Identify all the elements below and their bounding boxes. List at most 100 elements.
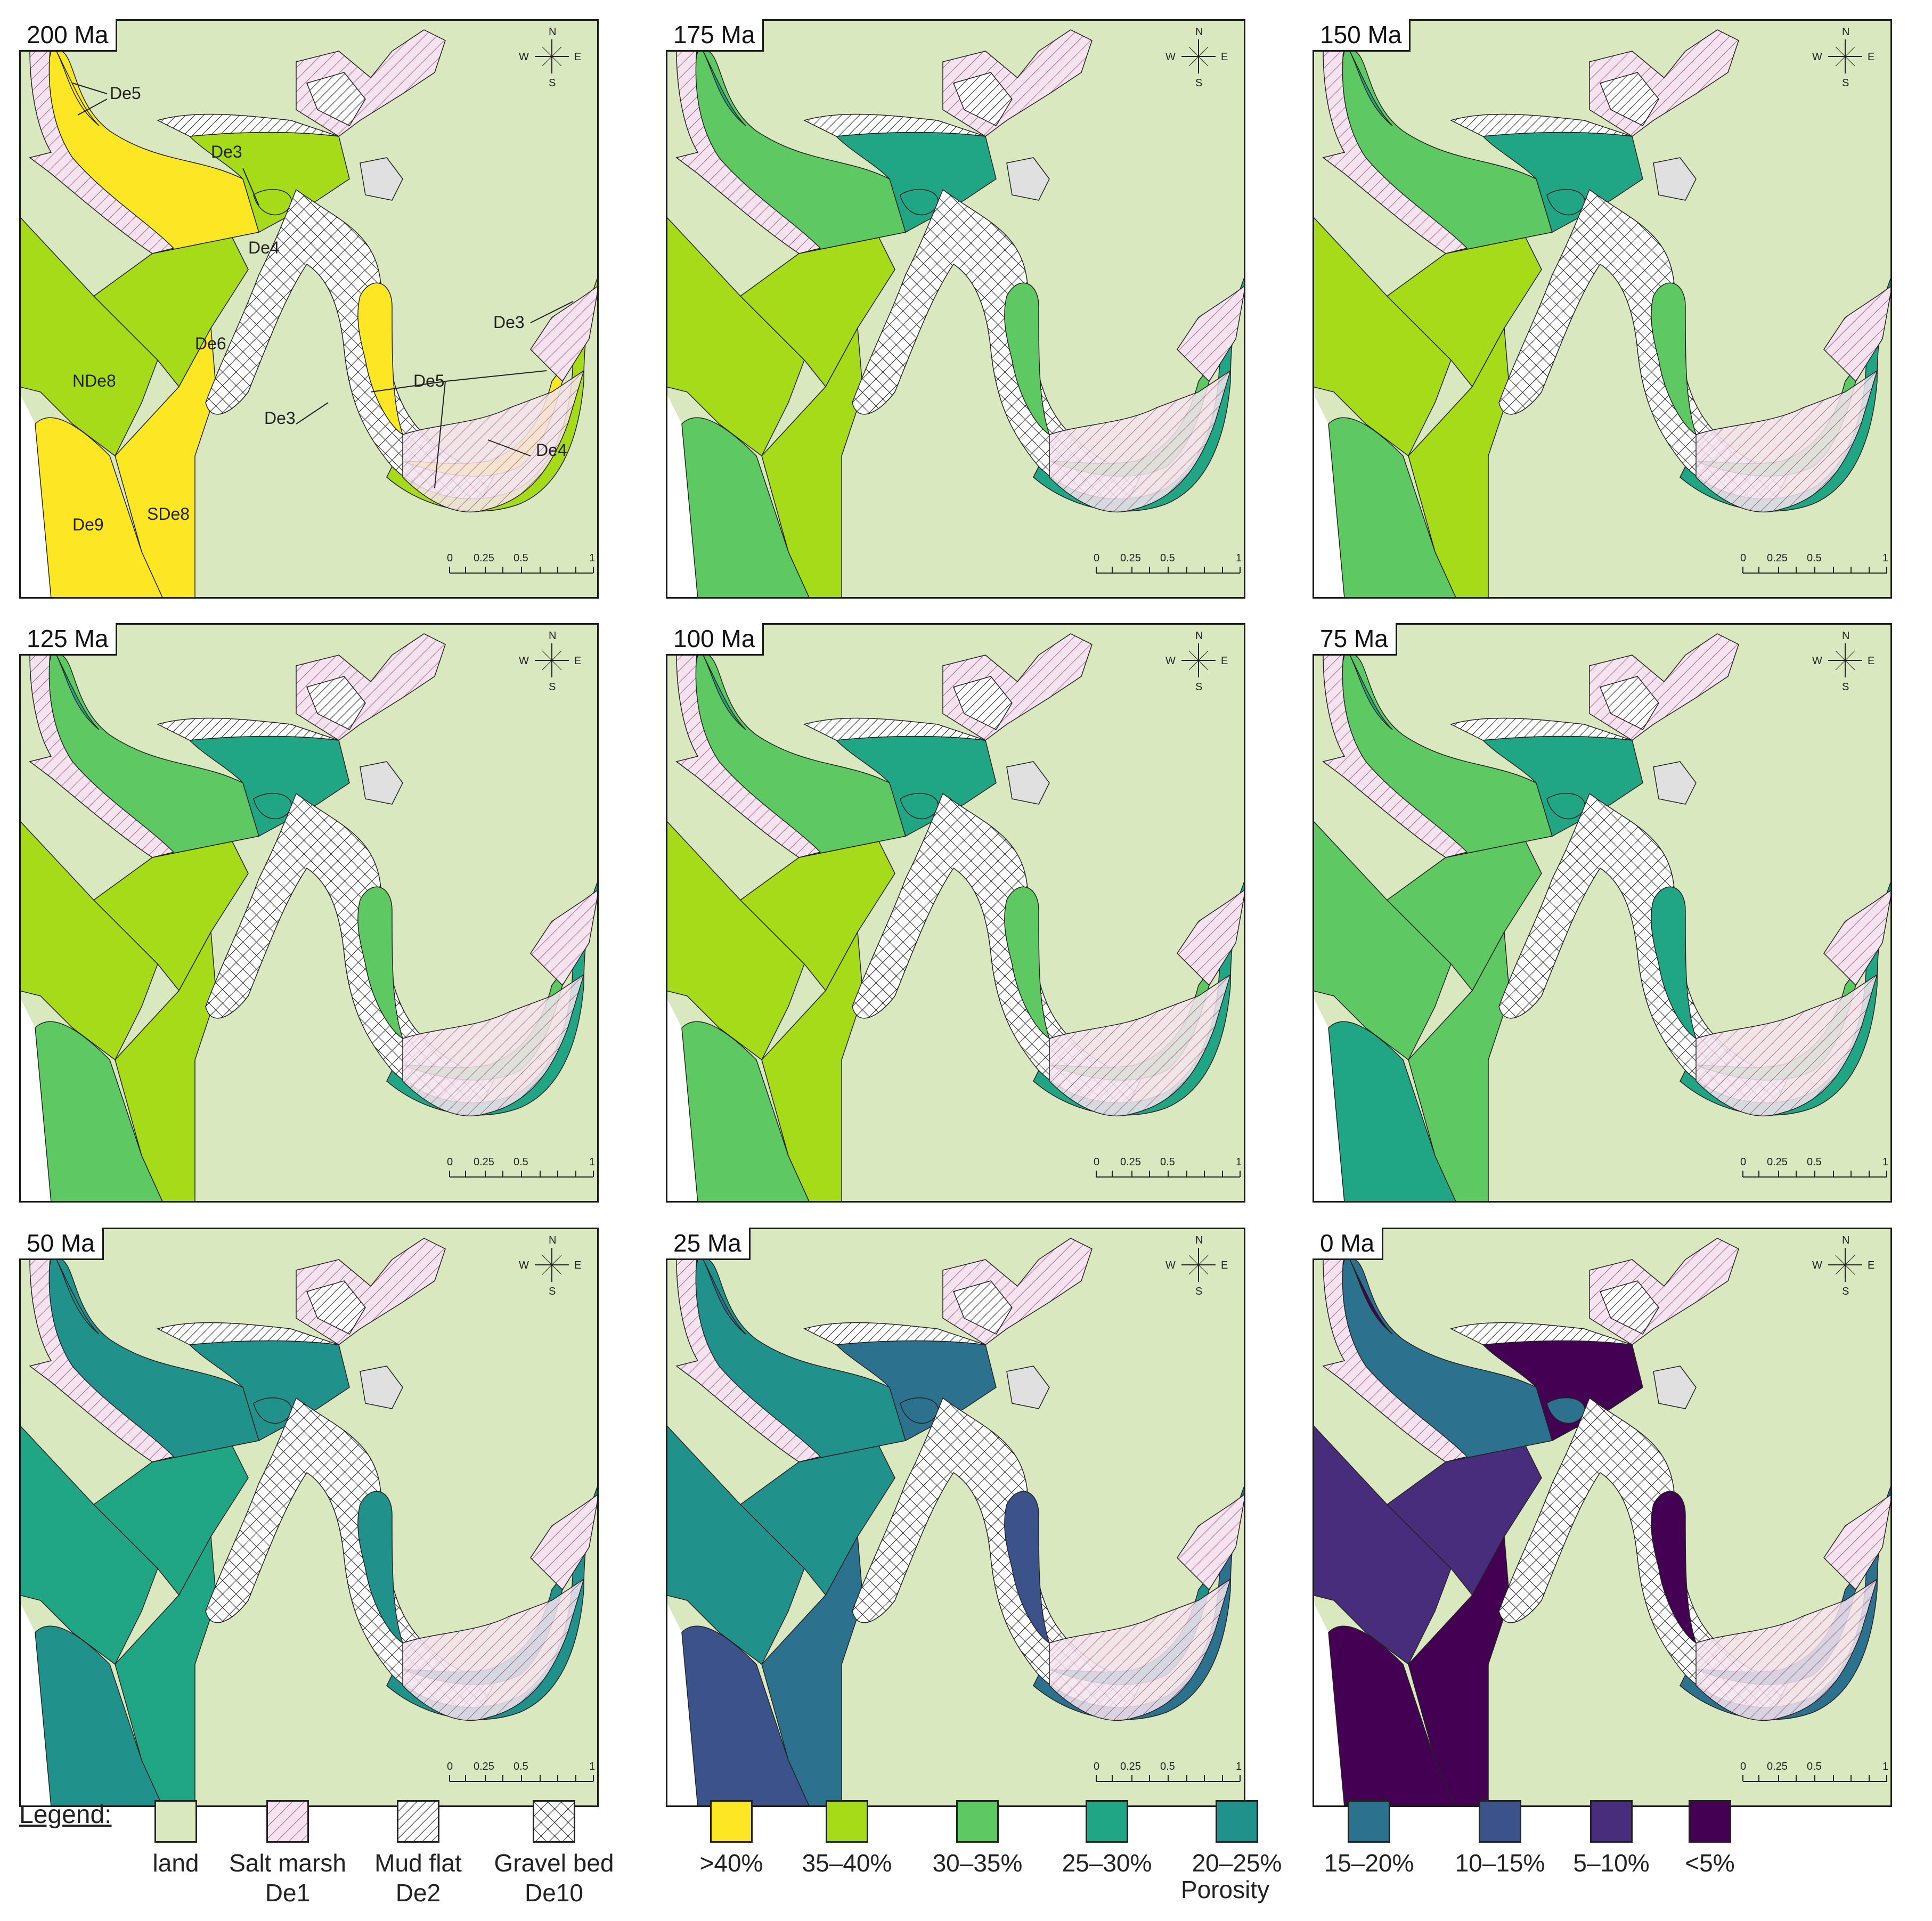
svg-text:0: 0	[447, 1156, 453, 1168]
legend-swatch-porosity	[826, 1800, 868, 1843]
legend-swatch-porosity	[1348, 1800, 1390, 1843]
svg-text:0.5: 0.5	[1807, 1156, 1822, 1168]
svg-text:1: 1	[589, 552, 595, 564]
svg-text:Km: Km	[1891, 1171, 1892, 1183]
legend-porosity-label: 20–25%	[1192, 1849, 1282, 1877]
region-inner	[357, 886, 404, 1040]
map-svg: N S E W 0 0.25 0.5 1 Km	[666, 623, 1245, 1203]
svg-text:0: 0	[1740, 552, 1746, 564]
region-north	[56, 51, 100, 126]
mud-flat-north	[952, 1280, 1013, 1335]
region-inner	[1651, 886, 1697, 1040]
legend-porosity-label: 15–20%	[1324, 1849, 1414, 1877]
region-inner	[1651, 282, 1697, 436]
region-north	[1349, 1259, 1393, 1335]
svg-text:E: E	[574, 655, 581, 667]
panel-age-label: 75 Ma	[1313, 623, 1397, 656]
map-svg: N S E W 0 0.25 0.5 1 Km	[19, 1228, 599, 1807]
label-de3-east: De3	[493, 313, 525, 332]
svg-text:W: W	[1165, 51, 1176, 63]
label-de5-north: De5	[110, 84, 141, 103]
svg-text:0.25: 0.25	[1120, 1761, 1141, 1772]
salt-marsh-west	[675, 1248, 821, 1462]
map-panel: N S E W 0 0.25 0.5 1 Km 50 Ma	[19, 1228, 599, 1807]
svg-text:0.5: 0.5	[1160, 1761, 1175, 1772]
salt-marsh-se	[402, 974, 585, 1116]
scale-bar: 0 0.25 0.5 1 Km	[1094, 1761, 1245, 1787]
mud-flat-north	[952, 676, 1013, 730]
svg-text:0: 0	[1740, 1156, 1746, 1168]
svg-text:0.5: 0.5	[1807, 1761, 1822, 1772]
mud-flat-north	[306, 1280, 366, 1335]
svg-text:W: W	[519, 51, 529, 63]
grey-patch	[360, 1366, 403, 1409]
legend-swatch-porosity	[1479, 1800, 1521, 1843]
panel-age-label: 25 Ma	[666, 1228, 751, 1260]
label-de5-mid: De5	[413, 371, 445, 390]
compass-icon: N S E W	[1165, 630, 1228, 693]
grey-patch	[1006, 157, 1050, 201]
salt-marsh-east	[1823, 285, 1892, 382]
compass-icon: N S E W	[519, 26, 581, 89]
grey-patch	[1653, 157, 1697, 201]
region-inner	[1004, 886, 1050, 1040]
panel-age-label: 150 Ma	[1313, 19, 1411, 52]
white-corner	[19, 1600, 51, 1807]
svg-text:Km: Km	[598, 1776, 599, 1787]
salt-marsh-west	[675, 39, 821, 254]
legend-facies-label: Mud flat	[374, 1849, 462, 1877]
svg-text:N: N	[1842, 1235, 1849, 1246]
legend-facies-code: De10	[525, 1879, 583, 1907]
svg-text:Km: Km	[598, 1171, 599, 1183]
legend-swatch-mudflat	[397, 1800, 439, 1843]
panel-age-label: 125 Ma	[19, 623, 118, 656]
mud-flat-north	[1599, 72, 1659, 126]
legend-porosity-label: 10–15%	[1455, 1849, 1545, 1877]
white-corner	[666, 392, 698, 599]
salt-marsh-east	[530, 285, 599, 382]
svg-text:Km: Km	[1244, 1776, 1245, 1787]
svg-text:1: 1	[1236, 1156, 1242, 1168]
svg-text:0: 0	[1740, 1761, 1746, 1772]
svg-text:N: N	[549, 26, 556, 38]
region-sw	[1328, 417, 1457, 599]
region-sw	[35, 1021, 164, 1203]
svg-text:Km: Km	[1244, 1171, 1245, 1183]
scale-bar: 0 0.25 0.5 1 Km	[447, 1761, 599, 1787]
svg-text:1: 1	[1882, 1156, 1888, 1168]
map-panel: N S E W 0 0.25 0.5 1 Km 175 Ma	[666, 19, 1245, 599]
region-inner	[1004, 282, 1050, 436]
salt-marsh-se	[1695, 370, 1878, 512]
svg-text:W: W	[1812, 655, 1822, 667]
svg-text:0.5: 0.5	[1807, 552, 1822, 564]
svg-text:0.25: 0.25	[1767, 1761, 1788, 1772]
legend-swatch-porosity	[1590, 1800, 1633, 1843]
mud-flat-north	[306, 676, 366, 730]
svg-text:0.25: 0.25	[474, 1156, 494, 1168]
map-panel: De5 De3 De4 De6 NDe8 De3 De5 De3 De4 De9…	[19, 19, 599, 599]
salt-marsh-se	[1049, 1578, 1232, 1721]
region-south	[761, 1535, 863, 1807]
svg-text:Km: Km	[1891, 1776, 1892, 1787]
svg-text:E: E	[1221, 1260, 1228, 1271]
map-panel: N S E W 0 0.25 0.5 1 Km 75 Ma	[1313, 623, 1892, 1203]
grey-patch	[1006, 761, 1050, 805]
scale-bar: 0 0.25 0.5 1 Km	[1094, 552, 1245, 579]
map-svg: N S E W 0 0.25 0.5 1 Km	[1313, 1228, 1892, 1807]
legend-swatch-porosity	[956, 1800, 999, 1843]
mud-flat-north	[1599, 1280, 1659, 1335]
svg-text:E: E	[1868, 51, 1874, 63]
salt-marsh-east	[530, 889, 599, 986]
label-de9: De9	[72, 515, 104, 534]
region-sw	[1328, 1021, 1457, 1203]
svg-text:0.25: 0.25	[1120, 1156, 1141, 1168]
region-south	[115, 326, 217, 599]
salt-marsh-east	[1177, 285, 1245, 382]
compass-icon: N S E W	[1812, 1235, 1874, 1297]
svg-text:1: 1	[589, 1156, 595, 1168]
salt-marsh-west	[1322, 1248, 1468, 1462]
svg-text:W: W	[1165, 655, 1176, 667]
region-north	[703, 655, 746, 730]
label-de3-mid: De3	[264, 408, 296, 428]
salt-marsh-east	[1177, 889, 1245, 986]
